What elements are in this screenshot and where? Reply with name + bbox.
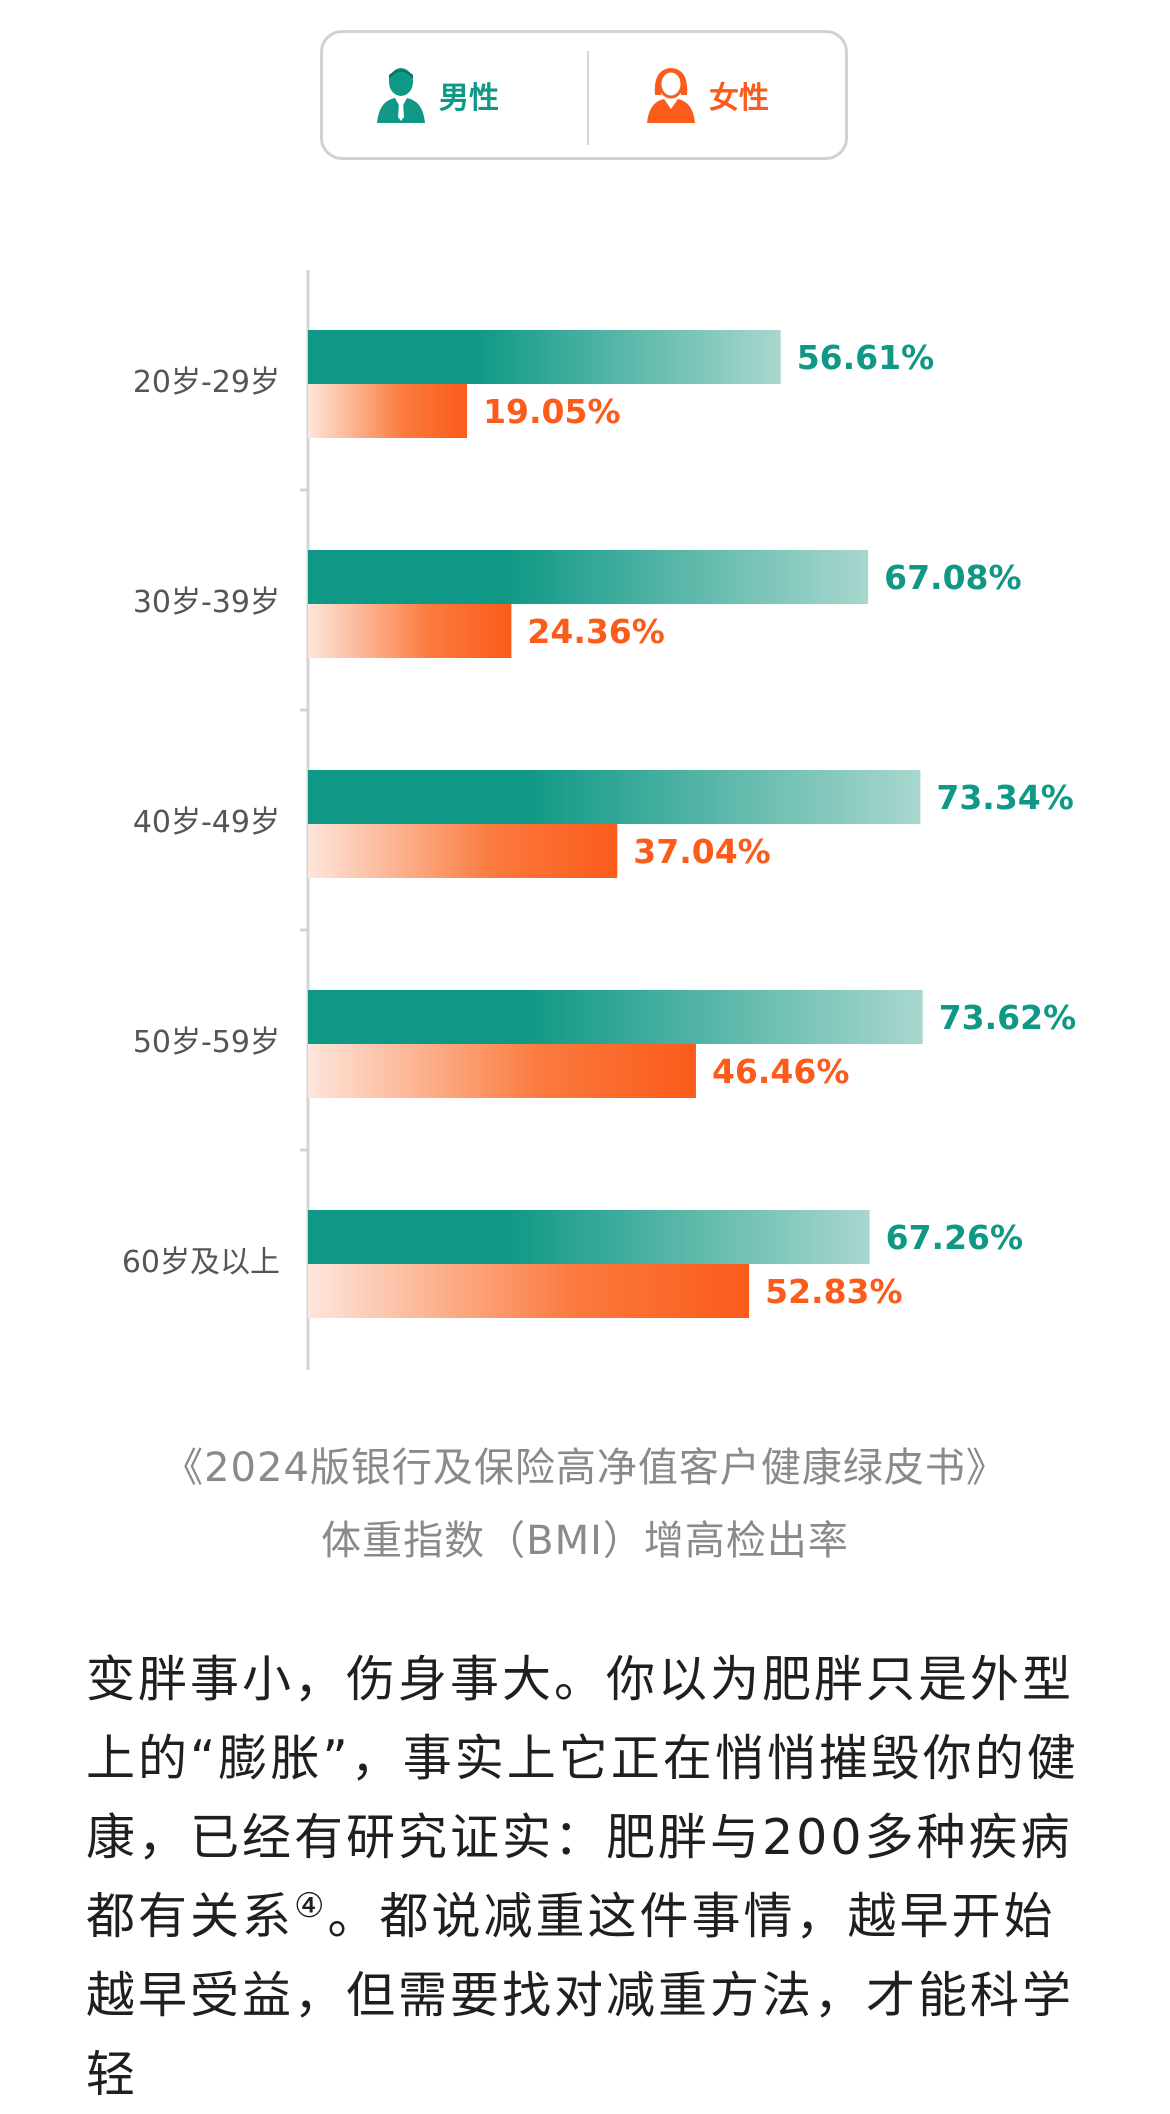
- category-tick-label: 60岁及以上: [122, 1245, 280, 1280]
- category-tick-label: 20岁-29岁: [133, 365, 280, 400]
- data-label-female: 52.83%: [765, 1272, 902, 1311]
- category-tick-label: 50岁-59岁: [133, 1025, 280, 1060]
- bar-female: [308, 1044, 696, 1098]
- data-label-female: 37.04%: [633, 832, 770, 871]
- data-label-male: 67.08%: [884, 558, 1021, 597]
- article-paragraph: 变胖事小，伤身事大。你以为肥胖只是外型上的“膨胀”，事实上它正在悄悄摧毁你的健康…: [86, 1640, 1086, 2114]
- bars-layer: [308, 330, 923, 1318]
- bar-male: [308, 990, 923, 1044]
- data-label-female: 19.05%: [483, 392, 620, 431]
- bar-male: [308, 550, 869, 604]
- bmi-bar-chart: 20岁-29岁 56.61% 19.05% 30岁-39岁 67.08% 24.36% 40…: [122, 270, 1076, 1370]
- bar-female: [308, 604, 512, 658]
- male-person-icon: [377, 68, 425, 123]
- data-label-female: 24.36%: [527, 612, 664, 651]
- legend-male-label: 男性: [439, 81, 499, 116]
- legend-female-label: 女性: [709, 81, 769, 116]
- bar-male: [308, 330, 781, 384]
- data-label-male: 73.34%: [936, 778, 1073, 817]
- bar-female: [308, 1264, 750, 1318]
- category-tick-label: 40岁-49岁: [133, 805, 280, 840]
- labels-layer: 20岁-29岁 56.61% 19.05% 30岁-39岁 67.08% 24.36% 40…: [122, 338, 1076, 1311]
- bar-female: [308, 824, 618, 878]
- data-label-male: 67.26%: [886, 1218, 1023, 1257]
- chart-legend: 男性 女性: [320, 30, 848, 160]
- footnote-marker[interactable]: ④: [294, 1886, 328, 1926]
- legend-male: 男性: [373, 33, 499, 157]
- female-person-icon: [647, 68, 695, 123]
- category-tick-label: 30岁-39岁: [133, 585, 280, 620]
- bar-male: [308, 1210, 870, 1264]
- data-label-female: 46.46%: [712, 1052, 849, 1091]
- data-label-male: 73.62%: [939, 998, 1076, 1037]
- data-label-male: 56.61%: [797, 338, 934, 377]
- axis-layer: [300, 270, 310, 1370]
- chart-title: 《2024版银行及保险高净值客户健康绿皮书》: [163, 1445, 1007, 1491]
- bar-female: [308, 384, 468, 438]
- legend-divider: [587, 51, 589, 145]
- legend-female: 女性: [643, 33, 769, 157]
- bar-male: [308, 770, 921, 824]
- paragraph-text-part-1: 变胖事小，伤身事大。你以为肥胖只是外型上的“膨胀”，事实上它正在悄悄摧毁你的健康…: [86, 1651, 1079, 1945]
- chart-subtitle: 体重指数（BMI）增高检出率: [321, 1518, 849, 1564]
